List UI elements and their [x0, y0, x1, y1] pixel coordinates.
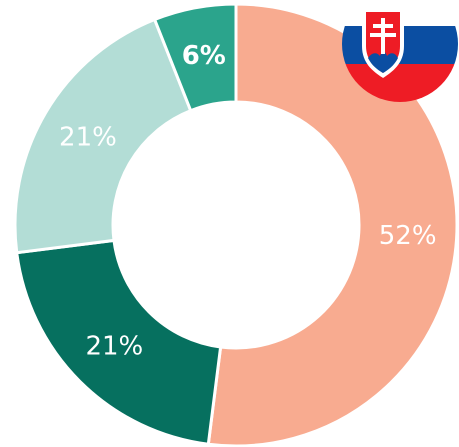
slice [15, 238, 223, 446]
donut: 52% 21% 21% 6% [13, 2, 459, 447]
slice [13, 17, 193, 255]
slice [152, 2, 238, 113]
slice-label: 6% [182, 41, 226, 71]
slice-label: 52% [379, 221, 437, 251]
slice-label: 21% [85, 332, 143, 362]
slice-label: 21% [59, 122, 117, 152]
